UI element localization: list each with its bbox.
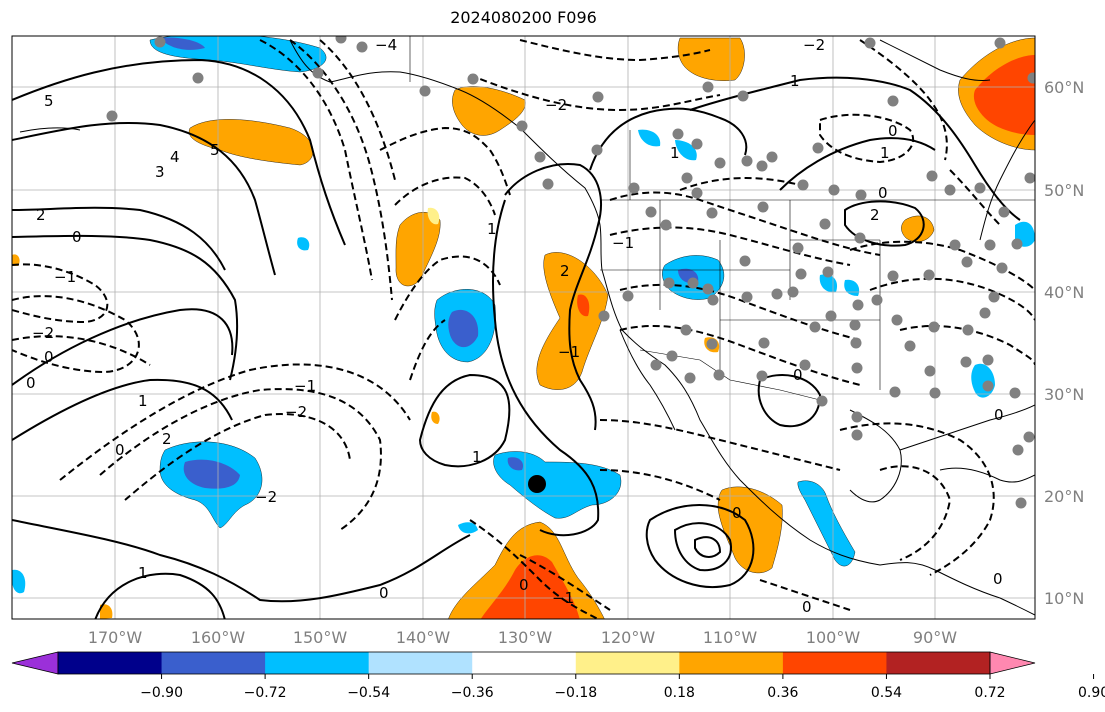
contour-label: 0 — [878, 184, 888, 202]
contour-label: 0 — [26, 374, 36, 392]
contour-label: 2 — [560, 262, 570, 280]
colorbar-extend-min — [11, 651, 59, 675]
colorbar-swatch — [368, 652, 473, 674]
colorbar-ticks: −0.90 −0.72 −0.54 −0.36 −0.18 0.18 0.36 0.54 0.7… — [140, 674, 1105, 701]
station-markers — [106, 36, 1035, 509]
contour-label: 1 — [138, 564, 148, 582]
colorbar-extend-max — [989, 651, 1036, 675]
contour-labels: 5 5 4 3 2 0 −1 −2 0 0 1 2 −1 −2 1 0 1 −2… — [26, 36, 1004, 616]
contour-label: 0 — [72, 228, 82, 246]
storm-center-marker — [528, 475, 546, 493]
contour-label: −2 — [545, 96, 567, 114]
contour-label: 0 — [793, 366, 803, 384]
contour-label: 1 — [138, 392, 148, 410]
lon-label: 170°W — [88, 628, 143, 647]
latitude-labels: 60°N 50°N 40°N 30°N 20°N 10°N — [1044, 78, 1084, 608]
lon-label: 130°W — [498, 628, 553, 647]
lon-label: 160°W — [191, 628, 246, 647]
contours-dashed — [12, 39, 1035, 619]
contour-label: 2 — [162, 430, 172, 448]
lon-label: 90°W — [913, 628, 957, 647]
contours-solid — [12, 58, 1021, 619]
lon-label: 150°W — [293, 628, 348, 647]
lat-label: 30°N — [1044, 385, 1084, 404]
colorbar-tick-label: −0.18 — [554, 685, 597, 701]
colorbar-tick-label: −0.54 — [347, 685, 390, 701]
colorbar — [11, 651, 1036, 675]
contour-label: 1 — [670, 144, 680, 162]
contour-label: 4 — [170, 148, 180, 166]
contour-label: −2 — [32, 324, 54, 342]
contour-label: −1 — [294, 377, 316, 395]
contour-label: 2 — [36, 206, 46, 224]
lon-label: 120°W — [601, 628, 656, 647]
contour-label: 0 — [994, 406, 1004, 424]
contour-label: 3 — [155, 163, 165, 181]
colorbar-tick-label: 0.90 — [1078, 685, 1105, 701]
colorbar-outline — [57, 651, 991, 675]
colorbar-tick-label: −0.90 — [140, 685, 183, 701]
lat-label: 50°N — [1044, 181, 1084, 200]
contour-label: 1 — [472, 448, 482, 466]
colorbar-swatch — [265, 652, 370, 674]
map-title: 2024080200 F096 — [450, 8, 597, 27]
contour-label: −1 — [552, 589, 574, 607]
contour-label: 0 — [44, 348, 54, 366]
lon-label: 110°W — [703, 628, 758, 647]
map-frame — [11, 35, 1036, 620]
contour-label: 0 — [993, 570, 1003, 588]
contour-label: 0 — [732, 504, 742, 522]
map-background — [12, 36, 1035, 619]
contour-label: −1 — [54, 268, 76, 286]
colorbar-swatch — [575, 652, 680, 674]
lat-label: 40°N — [1044, 283, 1084, 302]
colorbar-tick-label: 0.18 — [664, 685, 695, 701]
lat-label: 10°N — [1044, 589, 1084, 608]
contour-label: −2 — [285, 403, 307, 421]
longitude-labels: 170°W 160°W 150°W 140°W 130°W 120°W 110°… — [88, 628, 957, 647]
colorbar-tick-label: −0.72 — [244, 685, 287, 701]
lon-label: 140°W — [396, 628, 451, 647]
colorbar-swatch — [161, 652, 266, 674]
contour-label: 0 — [802, 598, 812, 616]
colorbar-swatch — [782, 652, 887, 674]
colorbar-swatch — [886, 652, 991, 674]
shaded-field — [12, 36, 1035, 619]
contour-label: 2 — [870, 206, 880, 224]
contour-label: 1 — [880, 144, 890, 162]
contour-label: −2 — [803, 36, 825, 54]
contour-label: −4 — [375, 36, 397, 54]
lat-label: 60°N — [1044, 78, 1084, 97]
lon-label: 100°W — [806, 628, 861, 647]
contour-label: 5 — [44, 92, 54, 110]
colorbar-swatch — [58, 652, 163, 674]
colorbar-tick-label: 0.72 — [974, 685, 1005, 701]
colorbar-swatch — [472, 652, 577, 674]
lat-label: 20°N — [1044, 487, 1084, 506]
contour-label: −1 — [612, 234, 634, 252]
colorbar-tick-label: 0.36 — [767, 685, 798, 701]
contour-label: 1 — [487, 220, 497, 238]
contour-label: −2 — [255, 488, 277, 506]
contour-label: 5 — [210, 141, 220, 159]
contour-label: 0 — [379, 584, 389, 602]
contour-label: 0 — [519, 576, 529, 594]
colorbar-tick-label: −0.36 — [451, 685, 494, 701]
contour-label: 0 — [888, 122, 898, 140]
colorbar-tick-label: 0.54 — [871, 685, 902, 701]
contour-label: 1 — [790, 72, 800, 90]
contour-label: 0 — [115, 441, 125, 459]
contour-label: −1 — [558, 343, 580, 361]
colorbar-swatch — [679, 652, 784, 674]
